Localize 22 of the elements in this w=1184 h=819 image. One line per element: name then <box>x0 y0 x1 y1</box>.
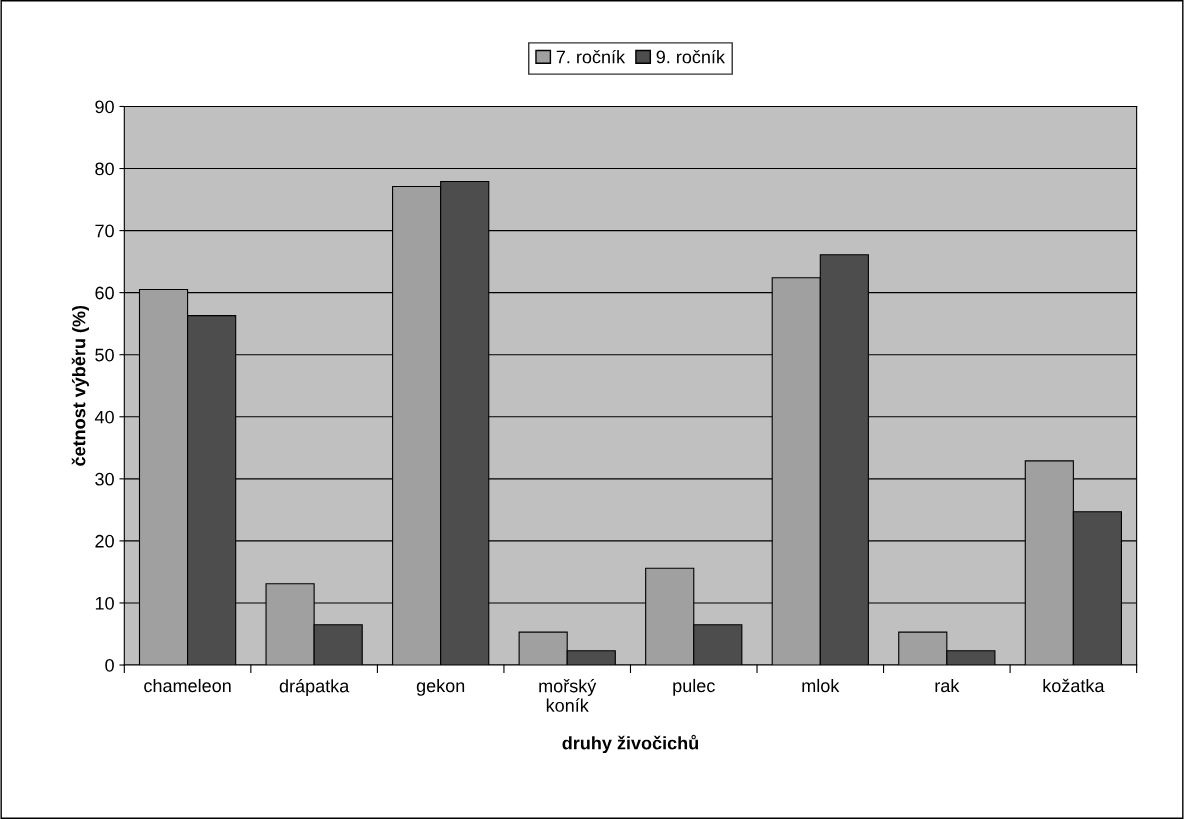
y-axis-title: četnost výběru (%) <box>71 305 89 466</box>
x-tick-label: mlok <box>802 678 840 693</box>
x-tick-label: kožatka <box>1043 678 1105 693</box>
legend-label: 7. ročník <box>556 49 626 64</box>
y-tick-label: 80 <box>95 162 114 176</box>
y-tick-label: 10 <box>95 596 114 610</box>
y-tick-label: 0 <box>105 658 114 672</box>
y-tick-label: 20 <box>95 534 114 548</box>
x-tick-label: pulec <box>673 678 715 696</box>
legend-label: 9. ročník <box>656 49 726 64</box>
x-axis-title: druhy živočichů <box>562 734 699 754</box>
y-tick-label: 30 <box>95 472 114 486</box>
y-tick-label: 60 <box>95 286 114 300</box>
y-tick-label: 40 <box>94 410 114 424</box>
x-tick-label: gekon <box>416 678 465 696</box>
x-tick-label: mořský koník <box>539 678 597 712</box>
x-tick-label: drápatka <box>279 678 350 696</box>
y-tick-label: 50 <box>95 348 114 362</box>
y-tick-label: 90 <box>95 100 114 114</box>
x-tick-label: rak <box>935 678 960 693</box>
x-tick-label: chameleon <box>144 678 231 693</box>
y-tick-label: 70 <box>95 224 114 238</box>
